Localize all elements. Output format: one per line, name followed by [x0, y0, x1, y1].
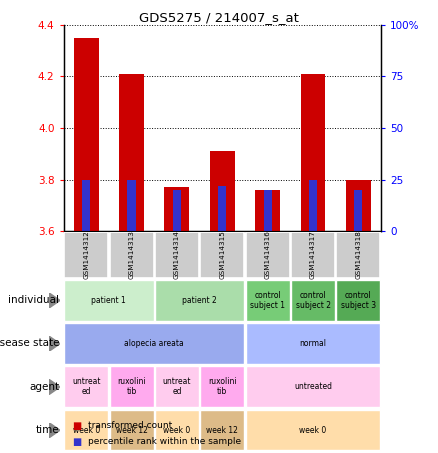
Bar — [354, 190, 363, 231]
Polygon shape — [49, 336, 60, 351]
Text: ruxolini
tib: ruxolini tib — [208, 377, 237, 396]
Bar — [119, 74, 144, 231]
Bar — [218, 186, 226, 231]
Bar — [291, 280, 335, 321]
Bar — [64, 280, 154, 321]
Text: GSM1414317: GSM1414317 — [310, 230, 316, 279]
Bar — [64, 366, 108, 407]
Text: disease state: disease state — [0, 338, 59, 348]
Bar — [200, 366, 244, 407]
Text: week 0: week 0 — [73, 425, 100, 434]
Text: GSM1414315: GSM1414315 — [219, 230, 225, 279]
Text: percentile rank within the sample: percentile rank within the sample — [88, 437, 241, 446]
Text: transformed count: transformed count — [88, 421, 172, 430]
Bar — [82, 179, 90, 231]
Text: control
subject 1: control subject 1 — [250, 290, 285, 310]
Bar — [300, 74, 325, 231]
Bar — [74, 38, 99, 231]
Polygon shape — [49, 293, 60, 308]
Bar — [64, 410, 108, 450]
Polygon shape — [49, 423, 60, 438]
Text: GSM1414312: GSM1414312 — [83, 230, 89, 279]
Bar — [155, 410, 199, 450]
Text: week 12: week 12 — [206, 425, 238, 434]
Bar — [336, 232, 381, 278]
Bar — [110, 410, 154, 450]
Bar — [246, 366, 381, 407]
Bar — [164, 187, 189, 231]
Text: untreated: untreated — [294, 382, 332, 391]
Text: patient 1: patient 1 — [92, 296, 126, 305]
Text: GDS5275 / 214007_s_at: GDS5275 / 214007_s_at — [139, 11, 299, 24]
Bar — [64, 232, 108, 278]
Bar — [346, 179, 371, 231]
Bar — [127, 179, 136, 231]
Bar — [246, 323, 381, 364]
Text: ■: ■ — [72, 437, 81, 447]
Bar — [291, 232, 335, 278]
Text: time: time — [35, 425, 59, 435]
Bar — [336, 280, 381, 321]
Text: ruxolini
tib: ruxolini tib — [117, 377, 146, 396]
Text: alopecia areata: alopecia areata — [124, 339, 184, 348]
Bar — [309, 179, 317, 231]
Text: control
subject 3: control subject 3 — [341, 290, 376, 310]
Text: untreat
ed: untreat ed — [162, 377, 191, 396]
Bar — [110, 232, 154, 278]
Bar — [255, 190, 280, 231]
Text: week 12: week 12 — [116, 425, 148, 434]
Text: week 0: week 0 — [163, 425, 191, 434]
Text: individual: individual — [8, 295, 59, 305]
Bar — [200, 232, 244, 278]
Text: control
subject 2: control subject 2 — [296, 290, 331, 310]
Bar — [155, 366, 199, 407]
Text: patient 2: patient 2 — [182, 296, 217, 305]
Bar — [246, 410, 381, 450]
Text: GSM1414318: GSM1414318 — [355, 230, 361, 279]
Bar — [64, 323, 244, 364]
Text: untreat
ed: untreat ed — [72, 377, 100, 396]
Text: GSM1414316: GSM1414316 — [265, 230, 271, 279]
Text: GSM1414313: GSM1414313 — [129, 230, 134, 279]
Text: week 0: week 0 — [300, 425, 327, 434]
Bar — [264, 190, 272, 231]
Text: agent: agent — [29, 382, 59, 392]
Bar — [155, 232, 199, 278]
Bar — [246, 280, 290, 321]
Bar — [200, 410, 244, 450]
Text: ■: ■ — [72, 421, 81, 431]
Text: GSM1414314: GSM1414314 — [174, 230, 180, 279]
Bar — [110, 366, 154, 407]
Polygon shape — [49, 380, 60, 395]
Bar — [155, 280, 244, 321]
Bar — [246, 232, 290, 278]
Bar — [173, 190, 181, 231]
Text: normal: normal — [300, 339, 326, 348]
Bar — [210, 151, 235, 231]
